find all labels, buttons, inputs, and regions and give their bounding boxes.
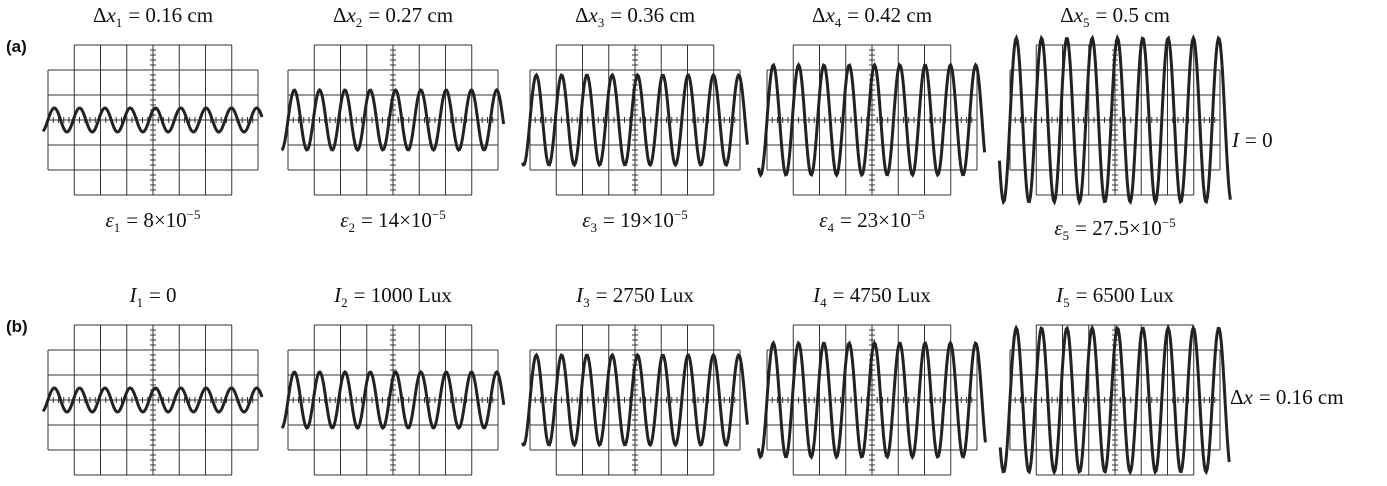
label-symbol: I bbox=[813, 283, 820, 307]
label-subscript: 5 bbox=[1063, 295, 1070, 310]
label-symbol: I bbox=[576, 283, 583, 307]
math-label: I= 0 bbox=[1232, 128, 1273, 153]
label-subscript: 1 bbox=[136, 295, 143, 310]
math-label: Δx4 = 0.42 cm bbox=[812, 3, 932, 31]
math-label: Δx3 = 0.36 cm bbox=[575, 3, 695, 31]
math-label: I3 = 2750 Lux bbox=[576, 283, 694, 311]
label-symbol: x bbox=[106, 3, 115, 27]
math-label: I2 = 1000 Lux bbox=[334, 283, 452, 311]
label-subscript: 2 bbox=[356, 15, 363, 30]
label-subscript: 4 bbox=[828, 220, 835, 235]
label-subscript: 1 bbox=[116, 15, 123, 30]
math-label: ε1= 8×10−5 bbox=[105, 207, 200, 236]
label-text: = 2750 Lux bbox=[596, 283, 694, 307]
label-symbol: I bbox=[129, 283, 136, 307]
label-text: = 4750 Lux bbox=[833, 283, 931, 307]
math-label: I1 = 0 bbox=[129, 283, 176, 311]
label-prefix: Δ bbox=[1060, 3, 1074, 27]
label-text: = 1000 Lux bbox=[354, 283, 452, 307]
label-subscript: 1 bbox=[114, 220, 121, 235]
label-subscript: 2 bbox=[341, 295, 348, 310]
label-prefix: Δ bbox=[575, 3, 589, 27]
label-text: = 0.36 cm bbox=[610, 3, 695, 27]
label-subscript: 5 bbox=[1063, 228, 1070, 243]
label-text: = 0.16 cm bbox=[1259, 385, 1344, 409]
label-text: = 0.27 cm bbox=[368, 3, 453, 27]
label-text: = 0 bbox=[149, 283, 177, 307]
panel-tag: (b) bbox=[6, 317, 28, 337]
label-superscript: −5 bbox=[674, 207, 688, 222]
label-text: = 0.16 cm bbox=[128, 3, 213, 27]
math-label: Δx2 = 0.27 cm bbox=[333, 3, 453, 31]
label-text: = 27.5×10 bbox=[1075, 216, 1162, 240]
math-label: I5 = 6500 Lux bbox=[1056, 283, 1174, 311]
label-text: = 6500 Lux bbox=[1076, 283, 1174, 307]
label-superscript: −5 bbox=[432, 207, 446, 222]
label-symbol: x bbox=[1244, 385, 1253, 409]
math-label: ε5= 27.5×10−5 bbox=[1054, 215, 1175, 244]
label-symbol: I bbox=[334, 283, 341, 307]
label-symbol: I bbox=[1232, 128, 1239, 152]
label-superscript: −5 bbox=[1162, 215, 1176, 230]
screens bbox=[0, 0, 1387, 486]
math-label: Δx= 0.16 cm bbox=[1230, 385, 1344, 410]
math-label: I4 = 4750 Lux bbox=[813, 283, 931, 311]
label-prefix: Δ bbox=[812, 3, 826, 27]
label-symbol: x bbox=[346, 3, 355, 27]
label-superscript: −5 bbox=[911, 207, 925, 222]
label-symbol: x bbox=[1074, 3, 1083, 27]
label-text: = 19×10 bbox=[603, 208, 674, 232]
label-symbol: x bbox=[825, 3, 834, 27]
label-prefix: Δ bbox=[333, 3, 347, 27]
label-text: = 14×10 bbox=[361, 208, 432, 232]
label-symbol: x bbox=[588, 3, 597, 27]
math-label: Δx5 = 0.5 cm bbox=[1060, 3, 1170, 31]
label-subscript: 2 bbox=[349, 220, 356, 235]
label-subscript: 4 bbox=[835, 15, 842, 30]
label-text: = 8×10 bbox=[126, 208, 186, 232]
label-subscript: 3 bbox=[583, 295, 590, 310]
label-text: = 23×10 bbox=[840, 208, 911, 232]
label-prefix: Δ bbox=[1230, 385, 1244, 409]
label-superscript: −5 bbox=[187, 207, 201, 222]
figure: (a)I= 0Δx1= 0.16 cmε1= 8×10−5Δx2= 0.27 c… bbox=[0, 0, 1387, 486]
label-symbol: I bbox=[1056, 283, 1063, 307]
label-text: = 0 bbox=[1245, 128, 1273, 152]
label-subscript: 3 bbox=[591, 220, 598, 235]
math-label: Δx1 = 0.16 cm bbox=[93, 3, 213, 31]
math-label: ε2= 14×10−5 bbox=[340, 207, 446, 236]
label-text: = 0.42 cm bbox=[847, 3, 932, 27]
label-subscript: 3 bbox=[598, 15, 605, 30]
math-label: ε4= 23×10−5 bbox=[819, 207, 925, 236]
math-label: ε3= 19×10−5 bbox=[582, 207, 688, 236]
label-prefix: Δ bbox=[93, 3, 107, 27]
label-subscript: 5 bbox=[1083, 15, 1090, 30]
label-text: = 0.5 cm bbox=[1096, 3, 1170, 27]
label-subscript: 4 bbox=[820, 295, 827, 310]
panel-tag: (a) bbox=[6, 37, 27, 57]
